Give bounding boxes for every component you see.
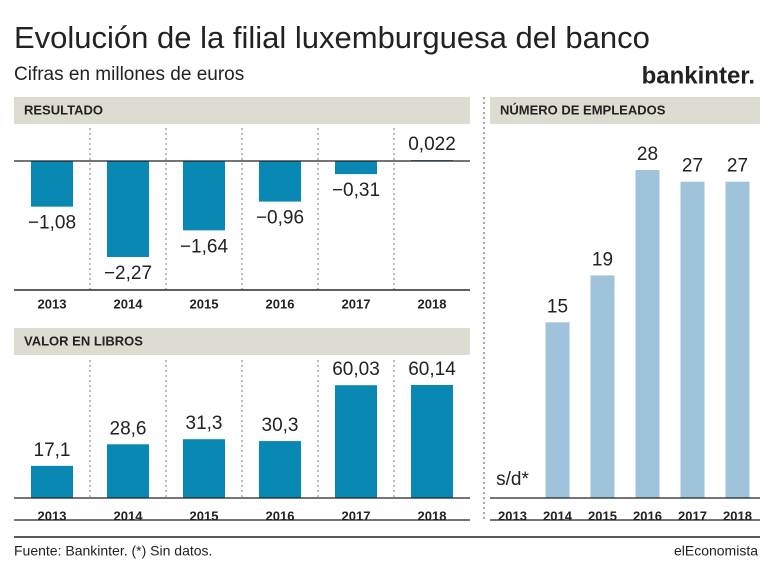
bar: [335, 385, 377, 498]
panel-title: RESULTADO: [24, 102, 103, 117]
year-label: 2015: [190, 508, 219, 523]
year-label: 2015: [190, 296, 219, 311]
bar: [259, 161, 301, 202]
value-label: 31,3: [186, 413, 223, 434]
year-label: 2018: [723, 508, 752, 523]
year-label: 2014: [543, 508, 573, 523]
year-label: 2014: [114, 296, 144, 311]
bar: [31, 465, 73, 498]
value-label: s/d*: [496, 469, 529, 490]
year-label: 2016: [266, 508, 295, 523]
value-label: −1,64: [180, 236, 229, 257]
year-label: 2013: [38, 296, 67, 311]
value-label: 60,03: [332, 359, 380, 380]
panel-title: NÚMERO DE EMPLEADOS: [500, 102, 666, 117]
bar: [31, 161, 73, 207]
value-label: 19: [592, 249, 613, 270]
year-label: 2017: [342, 508, 371, 523]
bar: [107, 444, 149, 498]
panel-header: [490, 97, 760, 124]
value-label: 28: [637, 144, 658, 165]
bar: [635, 170, 660, 498]
value-label: 27: [682, 156, 703, 177]
bar: [725, 181, 750, 498]
value-label: 27: [727, 156, 748, 177]
value-label: 15: [547, 296, 568, 317]
year-label: 2018: [418, 508, 447, 523]
value-label: 30,3: [262, 415, 299, 436]
value-label: −0,31: [332, 180, 380, 201]
year-label: 2018: [418, 296, 447, 311]
title: Evolución de la filial luxemburguesa del…: [14, 20, 650, 55]
bar: [590, 275, 615, 498]
year-label: 2013: [498, 508, 527, 523]
year-label: 2017: [678, 508, 707, 523]
panel-header: [14, 328, 470, 355]
bar: [183, 439, 225, 498]
bar: [183, 161, 225, 231]
panel-title: VALOR EN LIBROS: [24, 333, 143, 348]
bar: [335, 161, 377, 175]
source: Fuente: Bankinter. (*) Sin datos.: [14, 543, 212, 559]
publisher: elEconomista: [674, 543, 758, 559]
bar: [411, 385, 453, 498]
subtitle: Cifras en millones de euros: [14, 64, 244, 85]
value-label: 17,1: [34, 440, 71, 461]
bar: [107, 161, 149, 257]
value-label: 0,022: [408, 134, 456, 155]
value-label: −1,08: [28, 213, 76, 234]
year-label: 2016: [266, 296, 295, 311]
value-label: 28,6: [110, 418, 147, 439]
value-label: 60,14: [408, 359, 456, 380]
value-label: −0,96: [256, 208, 304, 229]
year-label: 2013: [38, 508, 67, 523]
year-label: 2016: [633, 508, 662, 523]
year-label: 2015: [588, 508, 617, 523]
brand: bankinter.: [642, 62, 755, 89]
panel-header: [14, 97, 470, 124]
bar: [545, 322, 570, 498]
bar: [259, 441, 301, 498]
year-label: 2014: [114, 508, 144, 523]
value-label: −2,27: [104, 263, 152, 284]
bar: [680, 181, 705, 498]
year-label: 2017: [342, 296, 371, 311]
